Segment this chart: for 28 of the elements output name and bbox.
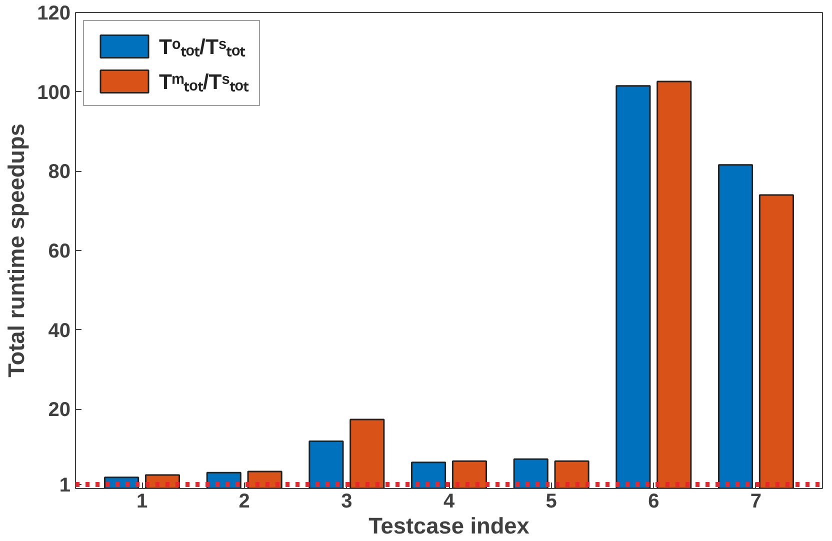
x-axis-title: Testcase index [368, 512, 530, 538]
bar [308, 440, 344, 488]
x-tick-label: 2 [238, 490, 250, 512]
bar [350, 418, 385, 488]
bar [452, 460, 487, 488]
x-tick-label: 6 [648, 490, 660, 512]
y-tick-label: 100 [37, 82, 71, 104]
bar [616, 85, 651, 488]
bar [758, 194, 794, 488]
x-tick-label: 5 [546, 490, 557, 512]
y-tick-label: 60 [48, 240, 71, 262]
legend-label: Tᵒₜₒₜ/Tˢₜₒₜ [159, 34, 246, 60]
bar [718, 164, 754, 488]
bar [554, 460, 590, 488]
y-tick-label: 80 [48, 161, 71, 184]
bar [656, 80, 692, 488]
y-axis-title: Total runtime speedups [3, 124, 30, 378]
x-tick-label: 3 [341, 490, 352, 512]
x-tick-label: 1 [136, 490, 148, 512]
y-tick-label: 1 [59, 474, 70, 497]
legend-label: Tᵐₜₒₜ/Tˢₜₒₜ [159, 69, 249, 95]
x-tick-label: 4 [443, 490, 456, 512]
y-tick-label: 120 [37, 2, 71, 24]
bar [513, 458, 548, 488]
x-tick-label: 7 [750, 490, 762, 512]
bar [411, 462, 446, 488]
y-tick-label: 40 [48, 320, 71, 342]
y-tick-label: 20 [48, 399, 71, 422]
